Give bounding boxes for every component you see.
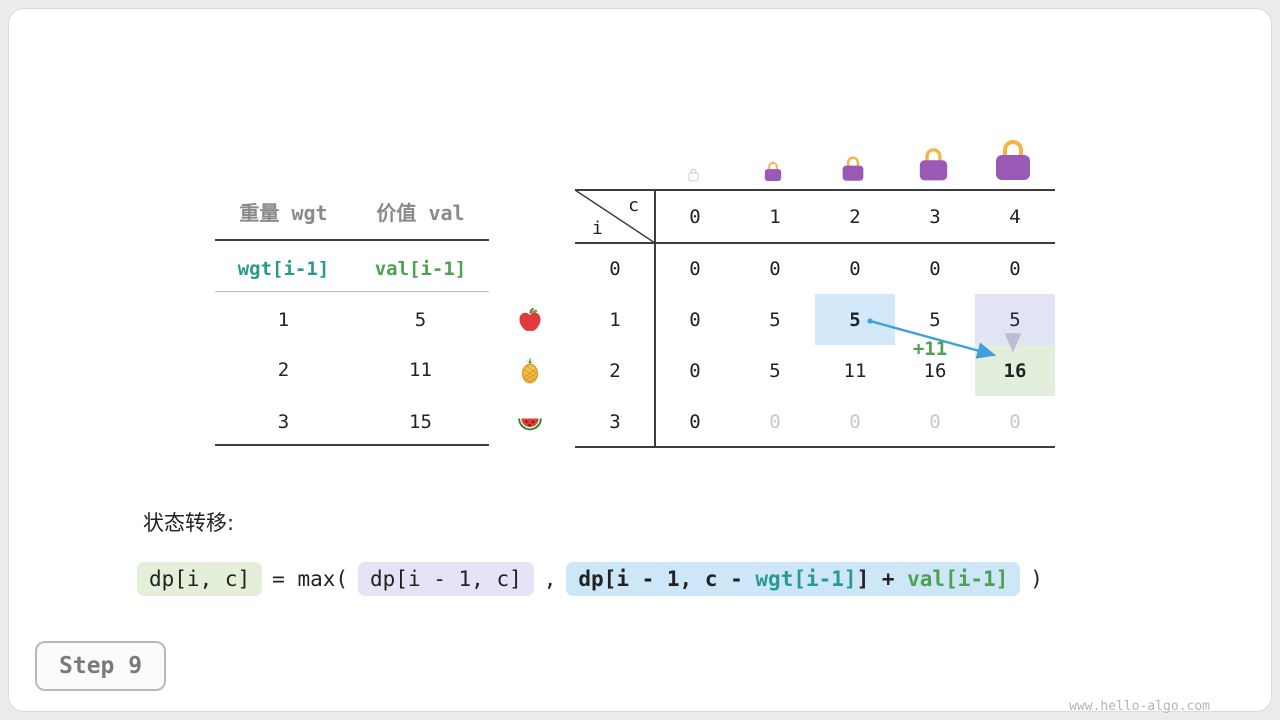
dp-cell-2-0: 0 (689, 359, 701, 382)
item-table-bottom-line (215, 444, 489, 446)
dp-vertical-line (654, 189, 656, 448)
arrow-value-label: +11 (912, 338, 948, 360)
dp-cell-1-3: 5 (929, 308, 941, 331)
item-table-header-value: 价值 val (376, 200, 465, 225)
bag-icon-capacity-1 (762, 160, 784, 186)
diagonal-divider (575, 190, 655, 243)
bag-icon-capacity-4 (990, 136, 1036, 186)
take-term-wgt: wgt[i-1] (755, 567, 857, 591)
dp-cell-2-3: 16 (923, 359, 947, 382)
dp-col-header-1: 1 (769, 205, 781, 228)
dp-cell-3-4: 0 (1009, 410, 1021, 433)
item-3-weight: 3 (277, 411, 290, 433)
dp-cell-0-3: 0 (929, 257, 941, 280)
dp-cell-2-2: 11 (843, 359, 867, 382)
dp-cell-0-4: 0 (1009, 257, 1021, 280)
take-term-part1: dp[i - 1, c - (578, 567, 756, 591)
item-table-var-line (215, 291, 489, 292)
dp-cell-3-1: 0 (769, 410, 781, 433)
dp-skip-term: dp[i - 1, c] (358, 562, 534, 596)
item-1-value: 5 (414, 309, 427, 331)
item-table-var-row: wgt[i-1] val[i-1] (215, 254, 489, 284)
dp-col-header-2: 2 (849, 205, 861, 228)
row-var-label: i (592, 218, 603, 239)
watermark: www.hello-algo.com (1069, 699, 1210, 714)
item-1-weight: 1 (277, 309, 290, 331)
comma-text: , (543, 567, 557, 591)
step-label: Step 9 (59, 653, 143, 679)
dp-row-header-0: 0 (609, 257, 621, 280)
item-row-2: 2 11 (215, 355, 489, 385)
pineapple-icon (516, 356, 544, 388)
dp-cell-3-2: 0 (849, 410, 861, 433)
item-table-header-row: 重量 wgt 价值 val (215, 196, 489, 226)
apple-icon (516, 306, 544, 338)
dp-current-term: dp[i, c] (137, 562, 263, 596)
dp-cell-3-3: 0 (929, 410, 941, 433)
take-term-val: val[i-1] (907, 567, 1009, 591)
val-var-label: val[i-1] (374, 258, 467, 280)
item-2-weight: 2 (277, 359, 290, 381)
step-badge: Step 9 (35, 641, 167, 691)
watermelon-icon (516, 408, 544, 440)
dp-cell-1-1: 5 (769, 308, 781, 331)
dp-row-header-1: 1 (609, 308, 621, 331)
dp-cell-2-1: 5 (769, 359, 781, 382)
bag-icon-capacity-3 (915, 145, 952, 186)
item-3-value: 15 (409, 411, 432, 433)
item-row-3: 3 15 (215, 407, 489, 437)
dp-cell-1-4: 5 (975, 294, 1055, 345)
item-2-value: 11 (409, 359, 432, 381)
dp-corner-cell: c i (575, 190, 655, 243)
dp-take-term: dp[i - 1, c - wgt[i-1]] + val[i-1] (566, 562, 1021, 596)
dp-bottom-line (575, 446, 1055, 448)
dp-row-header-2: 2 (609, 359, 621, 382)
col-var-label: c (628, 195, 639, 216)
item-table-header-weight: 重量 wgt (239, 200, 328, 225)
wgt-var-label: wgt[i-1] (237, 258, 330, 280)
item-row-1: 1 5 (215, 305, 489, 335)
bag-icon-capacity-0 (686, 167, 701, 186)
dp-cell-0-0: 0 (689, 257, 701, 280)
state-transition-formula: dp[i, c] = max( dp[i - 1, c] , dp[i - 1,… (137, 562, 1043, 596)
dp-cell-1-0: 0 (689, 308, 701, 331)
close-paren-text: ) (1030, 567, 1043, 591)
dp-header-line (575, 242, 1055, 244)
dp-col-header-4: 4 (1009, 205, 1021, 228)
dp-col-header-0: 0 (689, 205, 701, 228)
dp-cell-0-1: 0 (769, 257, 781, 280)
bag-icon-capacity-2 (839, 154, 867, 186)
item-table-header-line (215, 239, 489, 241)
dp-cell-2-4: 16 (975, 345, 1055, 396)
dp-row-header-3: 3 (609, 410, 621, 433)
state-transition-title: 状态转移: (143, 511, 235, 535)
dp-cell-3-0: 0 (689, 410, 701, 433)
dp-top-line (575, 189, 1055, 191)
dp-table: c i 0 1 2 3 4 0 0 0 0 0 0 1 0 5 5 5 5 2 … (575, 190, 1055, 447)
take-term-part3: ] + (856, 567, 908, 591)
dp-col-header-3: 3 (929, 205, 941, 228)
equals-max-text: = max( (272, 567, 349, 591)
dp-cell-1-2: 5 (815, 294, 895, 345)
dp-cell-0-2: 0 (849, 257, 861, 280)
